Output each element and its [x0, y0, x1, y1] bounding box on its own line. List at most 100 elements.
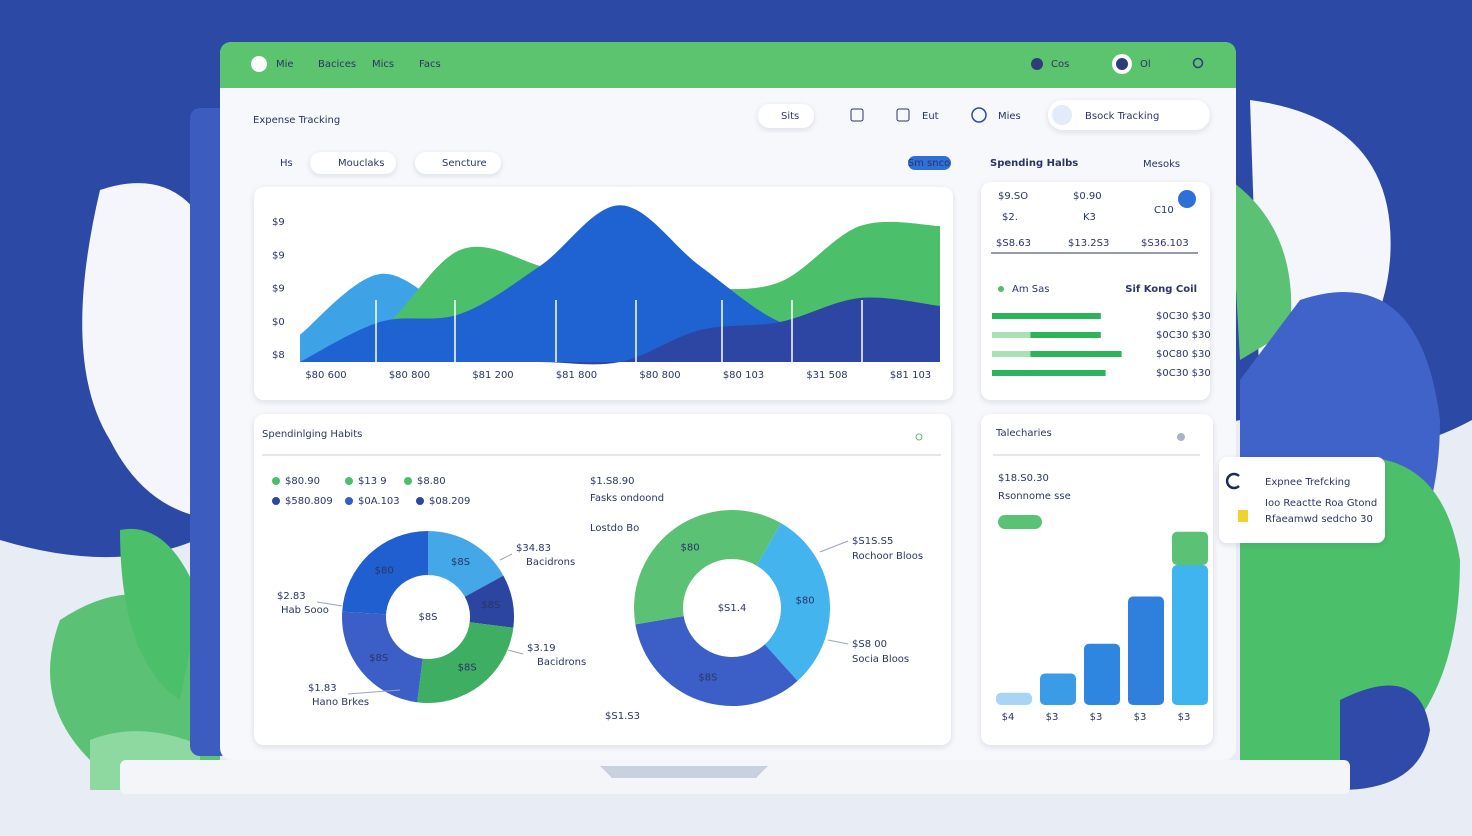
leader	[819, 540, 849, 553]
nav-link[interactable]: Mics	[372, 59, 394, 70]
callout-value: $2.83	[277, 591, 306, 602]
callout-note: Socia Bloos	[852, 654, 909, 665]
x-tick-label: $3	[1134, 712, 1147, 723]
bar	[1084, 643, 1120, 705]
note: C10	[1154, 205, 1174, 216]
donut-center: $S1.4	[718, 603, 747, 614]
callout-note: Bacidrons	[537, 657, 586, 668]
legend-dot	[272, 477, 280, 485]
legend-dot	[345, 497, 353, 505]
legend-dot	[345, 477, 353, 485]
x-tick-label: $3	[1090, 712, 1103, 723]
segment-label: $8S	[369, 653, 388, 664]
callout-value: $3.19	[527, 643, 556, 654]
bar	[992, 313, 1101, 319]
callout-note: Bacidrons	[526, 557, 575, 568]
card-title: Spendinlging Habits	[262, 429, 362, 440]
leader	[499, 553, 513, 561]
bar-base	[992, 332, 1031, 338]
legend-dot	[272, 497, 280, 505]
footer-value: $S1.S3	[605, 711, 640, 722]
segment-label: $8S	[451, 557, 470, 568]
bar	[1030, 351, 1122, 357]
highlight: $9.SO	[998, 191, 1028, 202]
total: $S8.63	[996, 238, 1031, 249]
x-tick-label: $80 800	[389, 370, 430, 381]
toolbar-item[interactable]: Eut	[922, 111, 939, 122]
x-tick-label: $80 600	[305, 370, 346, 381]
bar-label: $0C30 $30	[1156, 368, 1211, 379]
content: Mie Bacices Mics Facs Cos Ol Expense Tracking S…	[253, 59, 1377, 723]
summary-value: $1.S8.90	[590, 476, 635, 487]
segment-label: $80	[375, 565, 394, 576]
highlight: $0.90	[1073, 191, 1102, 202]
bar	[996, 692, 1032, 705]
bar-base	[992, 351, 1031, 357]
toolbar-item[interactable]: Sits	[781, 111, 799, 122]
page-title: Expense Tracking	[253, 115, 340, 126]
callout-note: Hab Sooo	[281, 605, 329, 616]
total: $13.2S3	[1068, 238, 1109, 249]
donut-segment	[464, 575, 514, 628]
callout-note: Hano Brkes	[312, 697, 369, 708]
leader	[316, 601, 343, 607]
highlight: $2.	[1002, 212, 1018, 223]
popup-line: Ioo Reactte Roa Gtond	[1265, 498, 1377, 509]
leader	[507, 649, 524, 655]
tab[interactable]: Mouclaks	[338, 158, 385, 169]
x-tick-label: $31 508	[806, 370, 847, 381]
leader	[827, 639, 849, 645]
bar-label: $0C80 $30	[1156, 349, 1211, 360]
legend-label: $0A.103	[358, 496, 400, 507]
donut-segment	[417, 622, 514, 703]
toolbar-item[interactable]: Bsock Tracking	[1085, 111, 1159, 122]
card-title: Spending Halbs	[990, 158, 1078, 169]
bar	[1128, 596, 1164, 705]
donut-segment	[634, 509, 781, 625]
callout-value: $34.83	[516, 543, 551, 554]
callout-value: $S8 00	[852, 639, 887, 650]
donut-center: $8S	[418, 612, 437, 623]
callout-note: Rochoor Bloos	[852, 551, 923, 562]
segment-label: $80	[796, 595, 815, 606]
legend-label: $13 9	[358, 476, 387, 487]
nav-link[interactable]: Bacices	[318, 59, 356, 70]
segment-label: $80	[681, 543, 700, 554]
donut-segment	[342, 531, 428, 615]
total: $S36.103	[1141, 238, 1189, 249]
toolbar-item[interactable]: Mies	[998, 111, 1021, 122]
segment-label: $8S	[481, 600, 500, 611]
legend-dot	[416, 497, 424, 505]
bar-segment	[1172, 531, 1208, 565]
segment-label: $8S	[458, 663, 477, 674]
bar	[992, 370, 1106, 376]
x-tick-label: $3	[1178, 712, 1191, 723]
y-tick-label: $9	[272, 217, 285, 228]
nav-link[interactable]: Facs	[419, 59, 441, 70]
bar-label: $0C30 $30	[1156, 330, 1211, 341]
donut-segment	[428, 531, 504, 597]
summary-caption: Lostdo Bo	[590, 523, 639, 534]
x-tick-label: $4	[1002, 712, 1015, 723]
donut-segment	[635, 616, 798, 706]
card-subtitle: Mesoks	[1143, 159, 1180, 170]
bar	[1030, 332, 1101, 338]
nav-link[interactable]: Mie	[276, 59, 294, 70]
x-tick-label: $3	[1046, 712, 1059, 723]
legend-label: $580.809	[285, 496, 333, 507]
area	[300, 297, 940, 365]
tab[interactable]: Sencture	[442, 158, 487, 169]
x-tick-label: $81 103	[890, 370, 931, 381]
bar	[1040, 673, 1076, 705]
tab[interactable]: Hs	[280, 158, 293, 169]
segment-label: $8S	[698, 672, 717, 683]
card-title: Talecharies	[995, 428, 1052, 439]
badge: Sm snco	[908, 158, 950, 169]
bar	[1172, 565, 1208, 705]
callout-value: $1.83	[308, 683, 337, 694]
callout-value: $S1S.S5	[852, 536, 893, 547]
x-tick-label: $81 200	[472, 370, 513, 381]
popup-title: Expnee Trefcking	[1265, 477, 1350, 488]
y-tick-label: $9	[272, 284, 285, 295]
